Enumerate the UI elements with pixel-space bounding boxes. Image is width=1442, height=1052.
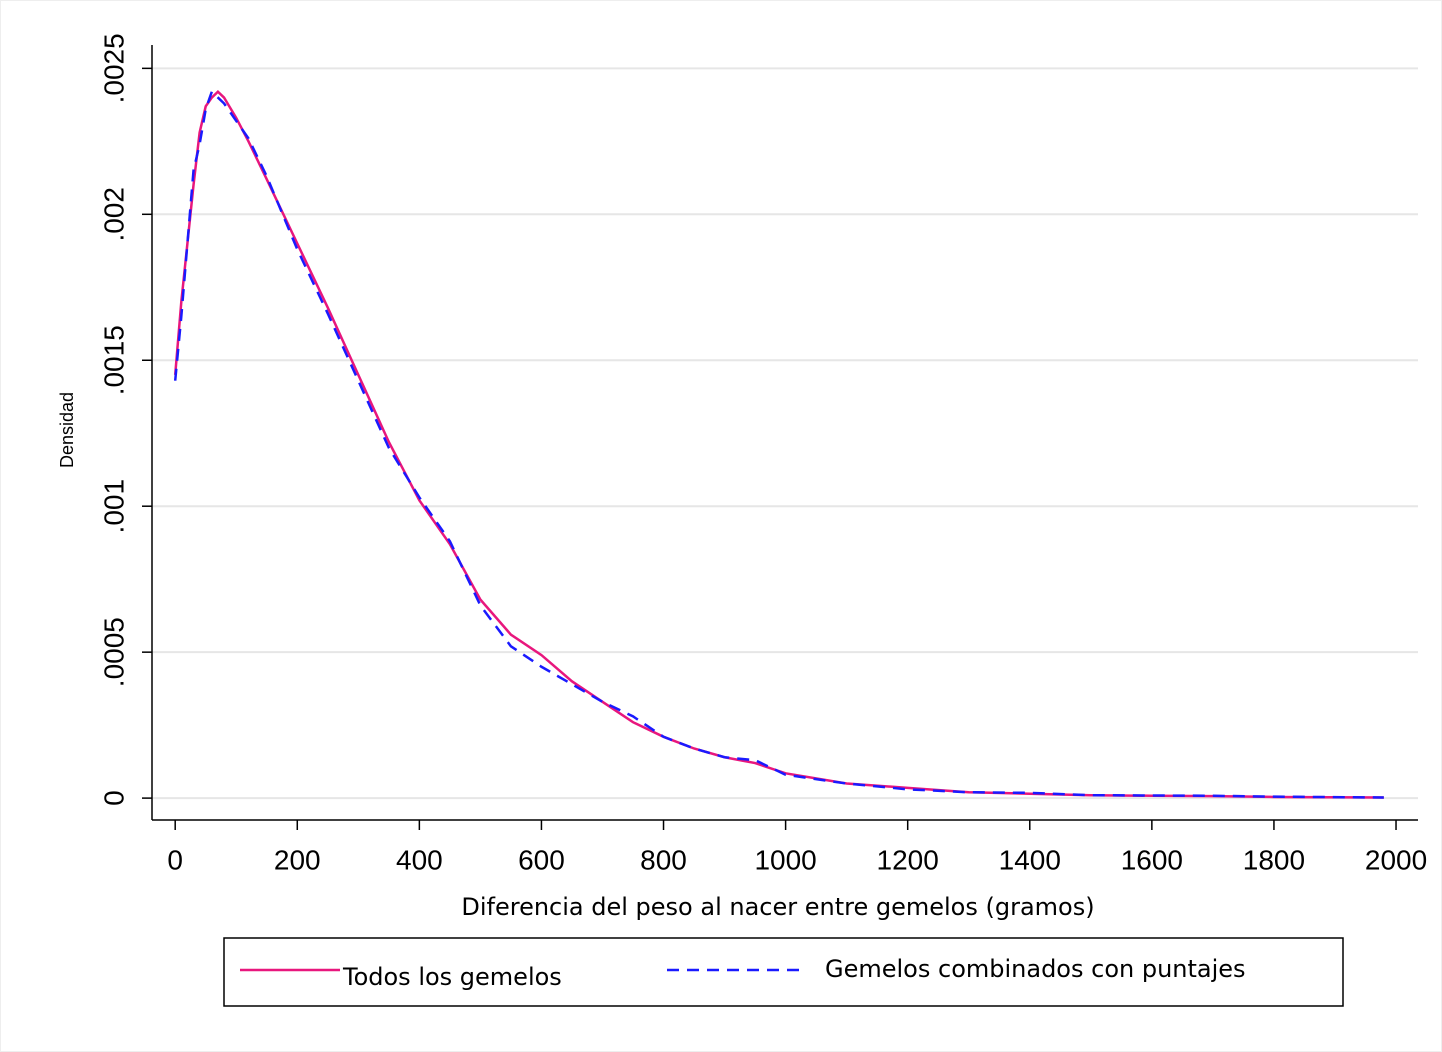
legend-label: Gemelos combinados con puntajes: [825, 955, 1246, 983]
x-tick-label: 400: [396, 844, 443, 875]
y-tick-label: .0005: [98, 617, 129, 687]
x-tick-label: 1800: [1243, 844, 1305, 875]
x-tick-label: 1200: [877, 844, 939, 875]
x-tick-label: 0: [167, 844, 183, 875]
y-tick-label: .002: [98, 187, 129, 242]
y-tick-label: .0025: [98, 33, 129, 103]
x-tick-label: 2000: [1365, 844, 1427, 875]
x-tick-label: 1000: [754, 844, 816, 875]
x-tick-label: 800: [640, 844, 687, 875]
y-axis-label: Densidad: [57, 392, 77, 468]
line-series: [173, 89, 1384, 799]
y-tick-label: .0015: [98, 325, 129, 395]
y-tick-label: .001: [98, 479, 129, 534]
x-tick-label: 200: [274, 844, 321, 875]
legend-label: Todos los gemelos: [342, 963, 562, 991]
x-axis-label: Diferencia del peso al nacer entre gemel…: [461, 893, 1094, 921]
legend: [223, 937, 1344, 1007]
x-tick-label: 600: [518, 844, 565, 875]
y-tick-label: 0: [98, 790, 129, 806]
x-tick-label: 1600: [1121, 844, 1183, 875]
x-tick-label: 1400: [999, 844, 1061, 875]
